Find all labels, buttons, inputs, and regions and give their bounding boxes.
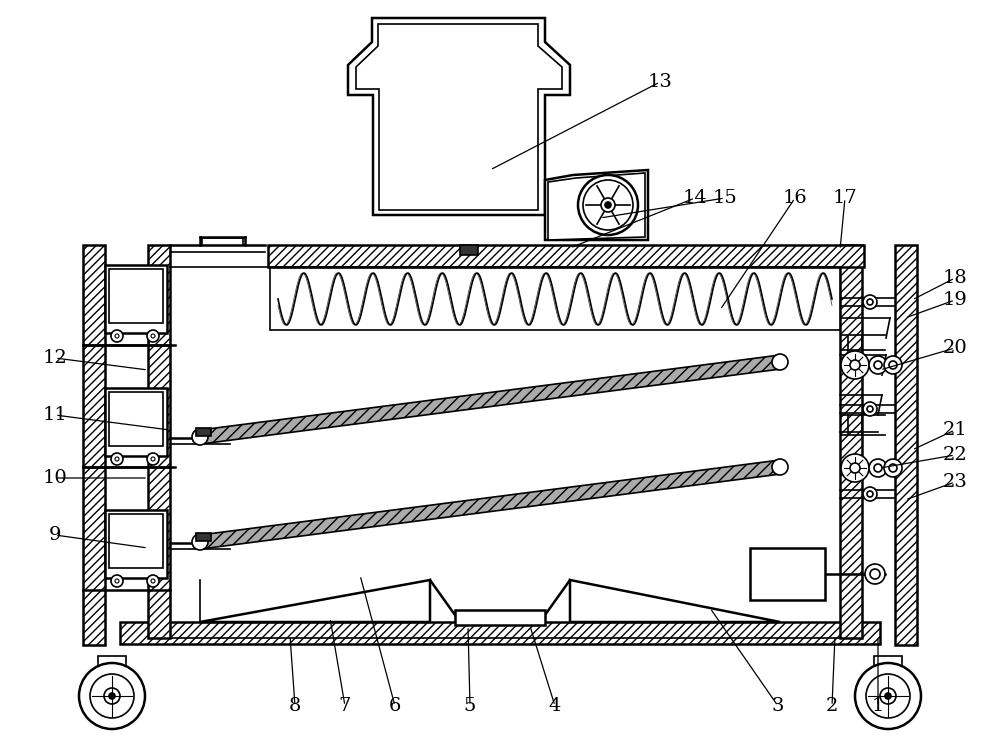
Circle shape (880, 688, 896, 704)
Circle shape (90, 674, 134, 718)
Bar (460, 245, 478, 255)
Circle shape (874, 361, 882, 369)
Circle shape (885, 693, 891, 699)
Bar (83, 245, 105, 645)
Text: 22: 22 (943, 446, 967, 464)
Bar (840, 245, 862, 638)
Bar (895, 245, 917, 645)
Circle shape (151, 579, 155, 583)
Text: 20: 20 (943, 339, 967, 357)
Bar (874, 656, 902, 678)
Circle shape (192, 429, 208, 445)
Text: 15: 15 (713, 189, 737, 207)
Text: 13: 13 (648, 73, 672, 91)
Text: 16: 16 (783, 189, 807, 207)
Circle shape (583, 180, 633, 230)
Text: 2: 2 (826, 697, 838, 715)
Polygon shape (200, 460, 782, 549)
Circle shape (850, 463, 860, 473)
Polygon shape (356, 24, 562, 210)
Circle shape (111, 330, 123, 342)
Text: 14: 14 (683, 189, 707, 207)
Bar (105, 510, 167, 578)
Circle shape (841, 454, 869, 482)
Circle shape (855, 663, 921, 729)
Circle shape (147, 453, 159, 465)
Circle shape (79, 663, 145, 729)
Polygon shape (200, 355, 782, 444)
Polygon shape (570, 580, 780, 622)
Circle shape (884, 356, 902, 374)
Circle shape (867, 406, 873, 412)
Bar (120, 622, 880, 644)
Circle shape (866, 674, 910, 718)
Polygon shape (545, 170, 648, 240)
Text: 21: 21 (943, 421, 967, 439)
Circle shape (863, 295, 877, 309)
Text: 7: 7 (339, 697, 351, 715)
Circle shape (869, 459, 887, 477)
Text: 19: 19 (943, 291, 967, 309)
Circle shape (109, 693, 115, 699)
Bar (750, 548, 825, 600)
Bar (109, 392, 163, 446)
Circle shape (111, 575, 123, 587)
Circle shape (884, 459, 902, 477)
Circle shape (867, 491, 873, 497)
Bar (109, 269, 163, 323)
Bar (268, 245, 864, 267)
Text: 9: 9 (49, 526, 61, 544)
Circle shape (874, 464, 882, 472)
Circle shape (772, 459, 788, 475)
Text: 23: 23 (943, 473, 967, 491)
Circle shape (772, 354, 788, 370)
Circle shape (863, 402, 877, 416)
Circle shape (601, 198, 615, 212)
Circle shape (104, 688, 120, 704)
Text: 17: 17 (833, 189, 857, 207)
Circle shape (147, 575, 159, 587)
Circle shape (192, 534, 208, 550)
Bar (196, 428, 211, 436)
Circle shape (111, 453, 123, 465)
Text: 12: 12 (43, 349, 67, 367)
Bar (148, 245, 170, 638)
Circle shape (147, 330, 159, 342)
Bar (270, 268, 840, 330)
Polygon shape (200, 580, 430, 622)
Circle shape (889, 361, 897, 369)
Text: 6: 6 (389, 697, 401, 715)
Circle shape (863, 487, 877, 501)
Polygon shape (348, 18, 570, 215)
Text: 5: 5 (464, 697, 476, 715)
Text: 3: 3 (772, 697, 784, 715)
Circle shape (115, 579, 119, 583)
Circle shape (578, 175, 638, 235)
Circle shape (889, 464, 897, 472)
Circle shape (867, 299, 873, 305)
Circle shape (841, 351, 869, 379)
Text: 11: 11 (43, 406, 67, 424)
Bar (196, 533, 211, 541)
Bar (109, 514, 163, 568)
Text: 10: 10 (43, 469, 67, 487)
Bar (105, 388, 167, 456)
Circle shape (869, 356, 887, 374)
Text: 1: 1 (872, 697, 884, 715)
Circle shape (115, 334, 119, 338)
Bar (98, 656, 126, 678)
Bar (105, 265, 167, 333)
Circle shape (115, 457, 119, 461)
Bar (455, 610, 545, 625)
Circle shape (151, 334, 155, 338)
Circle shape (870, 569, 880, 579)
Circle shape (850, 360, 860, 370)
Text: 4: 4 (549, 697, 561, 715)
Circle shape (151, 457, 155, 461)
Circle shape (605, 202, 611, 208)
Polygon shape (548, 173, 645, 240)
Text: 8: 8 (289, 697, 301, 715)
Text: 18: 18 (943, 269, 967, 287)
Circle shape (865, 564, 885, 584)
